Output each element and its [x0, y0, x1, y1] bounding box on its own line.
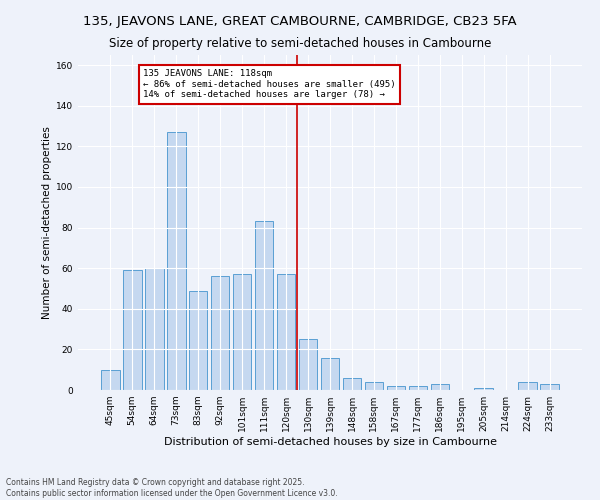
Bar	[343, 378, 361, 390]
Bar	[386, 386, 405, 390]
Text: Size of property relative to semi-detached houses in Cambourne: Size of property relative to semi-detach…	[109, 38, 491, 51]
X-axis label: Distribution of semi-detached houses by size in Cambourne: Distribution of semi-detached houses by …	[163, 437, 497, 447]
Bar	[255, 222, 274, 390]
Bar	[475, 388, 493, 390]
Bar	[233, 274, 251, 390]
Y-axis label: Number of semi-detached properties: Number of semi-detached properties	[42, 126, 52, 319]
Bar	[145, 268, 164, 390]
Bar	[277, 274, 295, 390]
Bar	[409, 386, 427, 390]
Bar	[518, 382, 537, 390]
Bar	[189, 290, 208, 390]
Bar	[211, 276, 229, 390]
Bar	[101, 370, 119, 390]
Text: 135 JEAVONS LANE: 118sqm
← 86% of semi-detached houses are smaller (495)
14% of : 135 JEAVONS LANE: 118sqm ← 86% of semi-d…	[143, 69, 396, 99]
Bar	[167, 132, 185, 390]
Bar	[365, 382, 383, 390]
Text: 135, JEAVONS LANE, GREAT CAMBOURNE, CAMBRIDGE, CB23 5FA: 135, JEAVONS LANE, GREAT CAMBOURNE, CAMB…	[83, 15, 517, 28]
Text: Contains HM Land Registry data © Crown copyright and database right 2025.
Contai: Contains HM Land Registry data © Crown c…	[6, 478, 338, 498]
Bar	[431, 384, 449, 390]
Bar	[320, 358, 340, 390]
Bar	[123, 270, 142, 390]
Bar	[541, 384, 559, 390]
Bar	[299, 339, 317, 390]
